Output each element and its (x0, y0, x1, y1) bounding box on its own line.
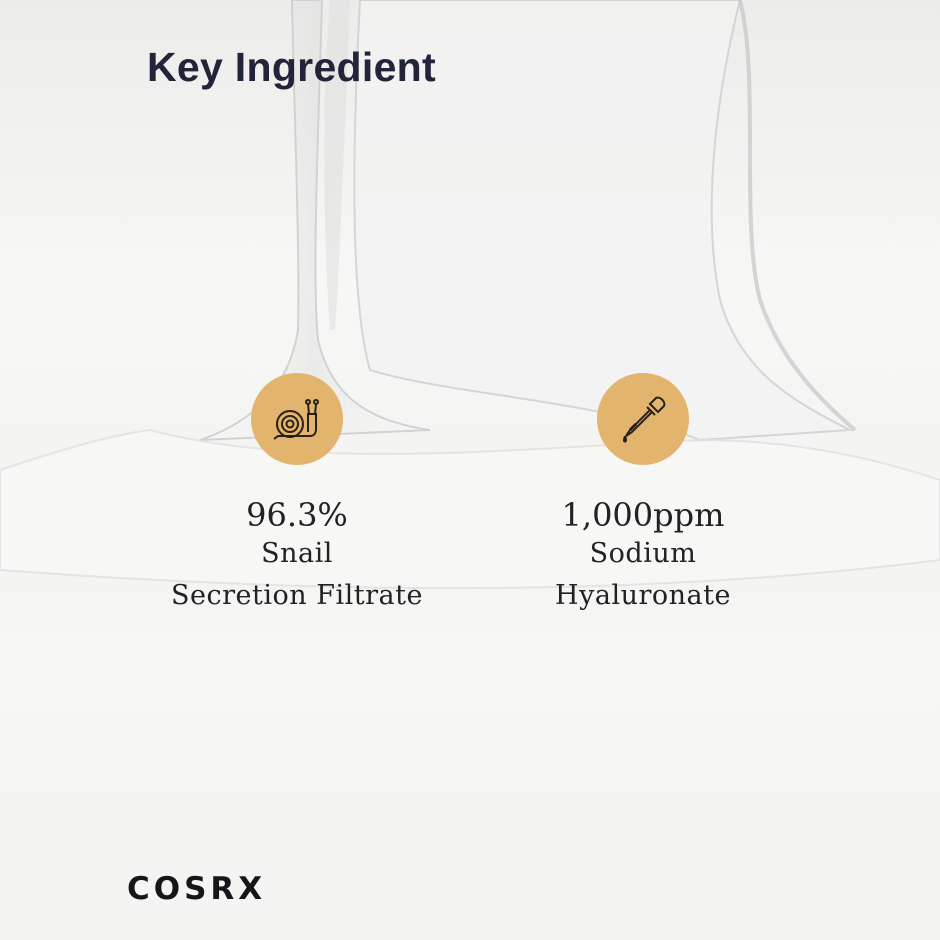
ingredient-value: 96.3% (246, 496, 348, 534)
ingredient-snail: 96.3% Snail Secretion Filtrate (137, 373, 457, 617)
ingredient-name-line2: Hyaluronate (555, 580, 731, 611)
dropper-icon (597, 373, 689, 465)
page-title: Key Ingredient (147, 44, 436, 90)
ingredient-hyaluronate: 1,000ppm Sodium Hyaluronate (483, 373, 803, 617)
ingredient-name-line2: Secretion Filtrate (171, 580, 423, 611)
ingredient-name-line1: Snail (261, 538, 333, 569)
ingredient-value: 1,000ppm (561, 496, 725, 534)
ingredient-name-line1: Sodium (589, 538, 697, 569)
snail-icon (251, 373, 343, 465)
brand-logo: COSRX (127, 871, 267, 907)
